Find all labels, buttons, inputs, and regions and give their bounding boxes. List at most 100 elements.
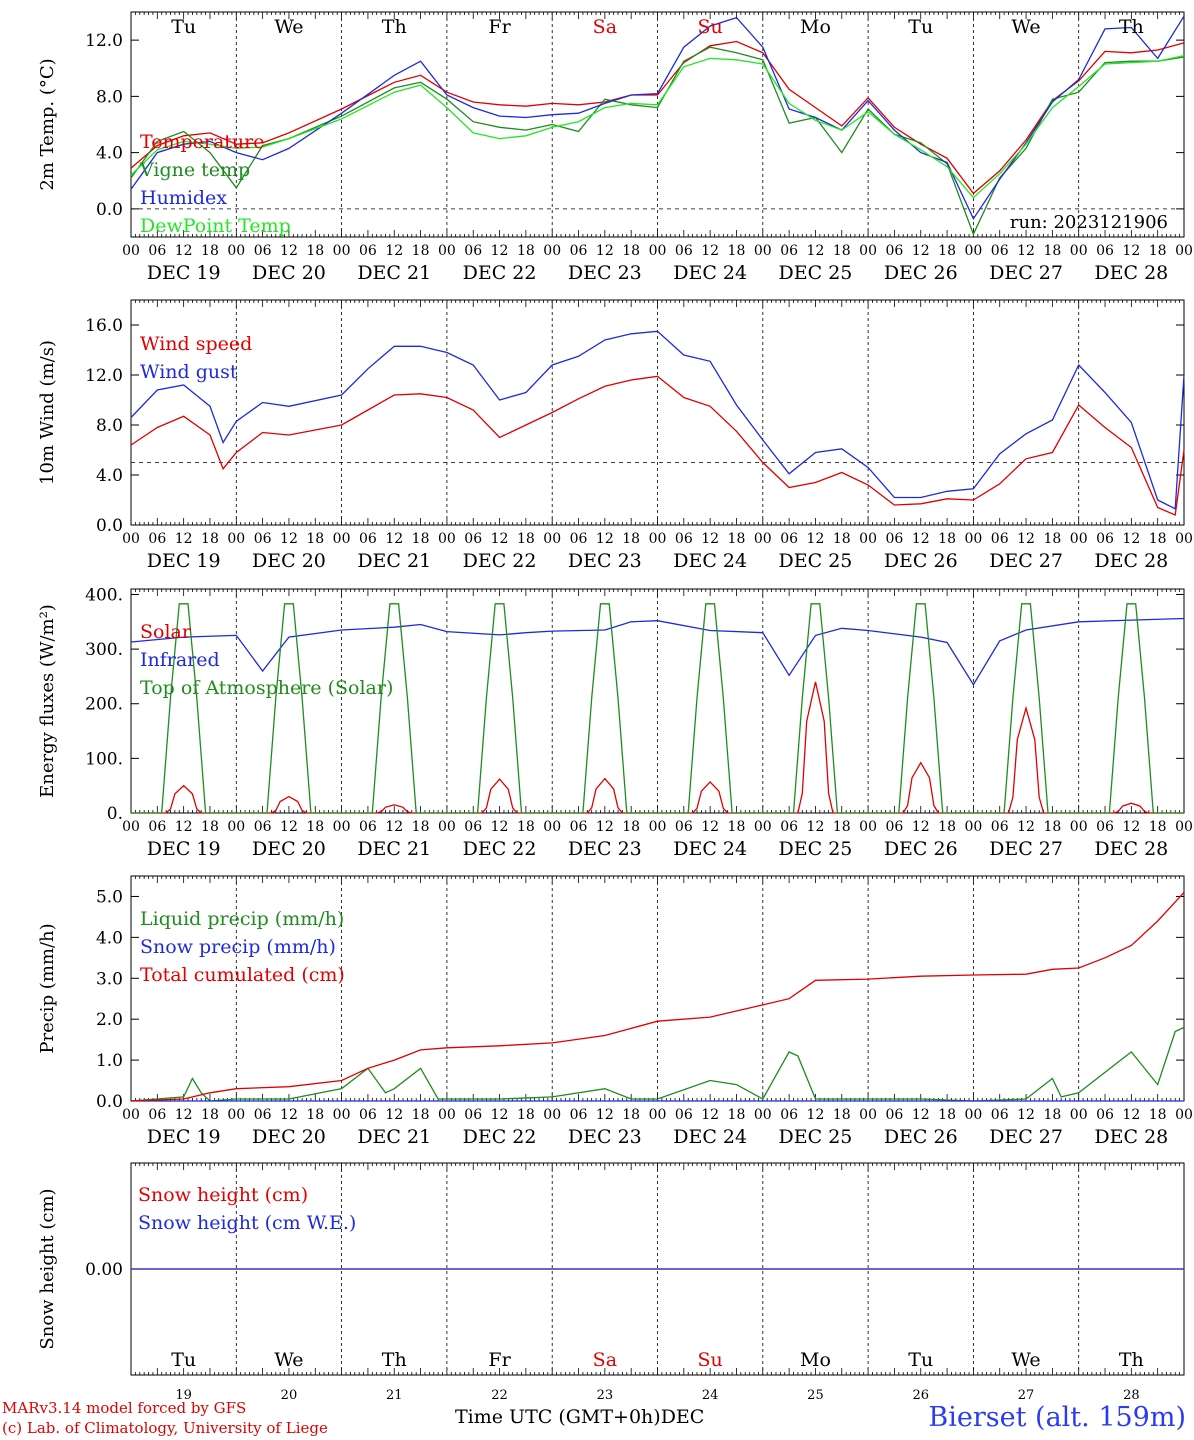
hour-tick-label: 06 xyxy=(464,1107,482,1123)
hour-tick-label: 00 xyxy=(649,819,667,835)
date-label: DEC 28 xyxy=(1094,1126,1168,1148)
hour-tick-label: 06 xyxy=(780,531,798,547)
hour-tick-label: 12 xyxy=(1017,243,1035,259)
date-label: DEC 27 xyxy=(989,262,1063,284)
hour-tick-label: 00 xyxy=(754,531,772,547)
legend-entry: Solar xyxy=(140,621,192,643)
weekday-label: Tu xyxy=(908,16,933,38)
hour-tick-label: 18 xyxy=(938,1107,956,1123)
hour-tick-label: 18 xyxy=(622,243,640,259)
hour-tick-label: 00 xyxy=(333,531,351,547)
weekday-label: Fr xyxy=(488,16,511,38)
run-label: run: 2023121906 xyxy=(1010,212,1168,233)
hour-tick-label: 06 xyxy=(148,1107,166,1123)
y-axis-label: 10m Wind (m/s) xyxy=(37,340,58,485)
weekday-label: Mo xyxy=(800,16,831,38)
date-label: DEC 22 xyxy=(463,838,537,860)
hour-tick-label: 06 xyxy=(1096,1107,1114,1123)
date-label: DEC 19 xyxy=(147,838,221,860)
hour-tick-label: 06 xyxy=(886,819,904,835)
hour-tick-label: 18 xyxy=(306,1107,324,1123)
hour-tick-label: 06 xyxy=(991,819,1009,835)
hour-tick-label: 00 xyxy=(333,243,351,259)
hour-tick-label: 06 xyxy=(464,819,482,835)
hour-tick-label: 06 xyxy=(254,819,272,835)
date-label: DEC 26 xyxy=(884,262,958,284)
hour-tick-label: 06 xyxy=(1096,243,1114,259)
date-label: DEC 24 xyxy=(673,838,747,860)
series-line xyxy=(130,375,1185,516)
weekday-label: Sa xyxy=(593,16,617,38)
hour-tick-label: 12 xyxy=(596,1107,614,1123)
hour-tick-label: 00 xyxy=(859,243,877,259)
hour-tick-label: 12 xyxy=(385,243,403,259)
hour-tick-label: 18 xyxy=(201,531,219,547)
date-label: DEC 25 xyxy=(779,262,853,284)
date-label: DEC 24 xyxy=(673,1126,747,1148)
hour-tick-label: 06 xyxy=(254,531,272,547)
date-label: DEC 27 xyxy=(989,550,1063,572)
hour-tick-label: 12 xyxy=(912,531,930,547)
hour-tick-label: 00 xyxy=(227,1107,245,1123)
hour-tick-label: 12 xyxy=(701,819,719,835)
hour-tick-label: 18 xyxy=(201,1107,219,1123)
series-line xyxy=(130,617,1185,686)
hour-tick-label: 06 xyxy=(780,819,798,835)
weekday-label: Mo xyxy=(800,1349,831,1371)
legend-entry: Vigne temp xyxy=(139,159,250,181)
hour-tick-label: 12 xyxy=(1122,531,1140,547)
y-axis-label: 2m Temp. (°C) xyxy=(37,58,58,190)
hour-tick-label: 06 xyxy=(359,243,377,259)
y-tick-label: 0. xyxy=(107,804,123,824)
hour-tick-label: 00 xyxy=(649,531,667,547)
hour-tick-label: 06 xyxy=(464,243,482,259)
hour-tick-label: 06 xyxy=(464,531,482,547)
y-tick-label: 8.0 xyxy=(96,416,123,436)
hour-tick-label: 12 xyxy=(807,819,825,835)
hour-tick-label: 18 xyxy=(1043,819,1061,835)
hour-tick-label: 12 xyxy=(280,243,298,259)
hour-tick-label: 12 xyxy=(596,243,614,259)
hour-tick-label: 00 xyxy=(438,1107,456,1123)
weekday-label: Sa xyxy=(593,1349,617,1371)
hour-tick-label: 12 xyxy=(1017,1107,1035,1123)
date-label: DEC 23 xyxy=(568,262,642,284)
hour-tick-label: 18 xyxy=(412,1107,430,1123)
date-label: DEC 24 xyxy=(673,262,747,284)
hour-tick-label: 00 xyxy=(649,243,667,259)
hour-tick-label: 00 xyxy=(122,819,140,835)
hour-tick-label: 00 xyxy=(122,531,140,547)
date-label: DEC 26 xyxy=(884,1126,958,1148)
y-tick-label: 0.0 xyxy=(96,1092,123,1112)
hour-tick-label: 06 xyxy=(570,1107,588,1123)
date-label: DEC 20 xyxy=(252,262,326,284)
legend-entry: Humidex xyxy=(140,187,227,209)
hour-tick-label: 18 xyxy=(938,819,956,835)
hour-tick-label: 12 xyxy=(491,243,509,259)
hour-tick-label: 12 xyxy=(175,531,193,547)
hour-tick-label: 18 xyxy=(1043,243,1061,259)
hour-tick-label: 12 xyxy=(701,243,719,259)
station-name: Bierset (alt. 159m) xyxy=(928,1402,1186,1433)
date-label: DEC 22 xyxy=(463,550,537,572)
hour-tick-label: 12 xyxy=(1122,819,1140,835)
hour-tick-label: 18 xyxy=(1149,531,1167,547)
y-axis-label: Energy fluxes (W/m²) xyxy=(37,604,58,798)
y-tick-label: 4.0 xyxy=(96,144,123,164)
weekday-label: Th xyxy=(1119,16,1144,38)
date-label: DEC 21 xyxy=(357,1126,431,1148)
hour-tick-label: 06 xyxy=(991,531,1009,547)
legend-entry: Snow precip (mm/h) xyxy=(140,936,336,958)
y-tick-label: 12.0 xyxy=(85,366,123,386)
hour-tick-label: 18 xyxy=(1149,819,1167,835)
hour-tick-label: 00 xyxy=(1175,819,1193,835)
hour-tick-label: 06 xyxy=(359,531,377,547)
hour-tick-label: 06 xyxy=(675,1107,693,1123)
y-tick-label: 4.0 xyxy=(96,928,123,948)
hour-tick-label: 18 xyxy=(412,819,430,835)
hour-tick-label: 18 xyxy=(517,531,535,547)
hour-tick-label: 06 xyxy=(570,819,588,835)
weekday-label: Fr xyxy=(488,1349,511,1371)
hour-tick-label: 12 xyxy=(912,819,930,835)
y-tick-label: 16.0 xyxy=(85,316,123,336)
